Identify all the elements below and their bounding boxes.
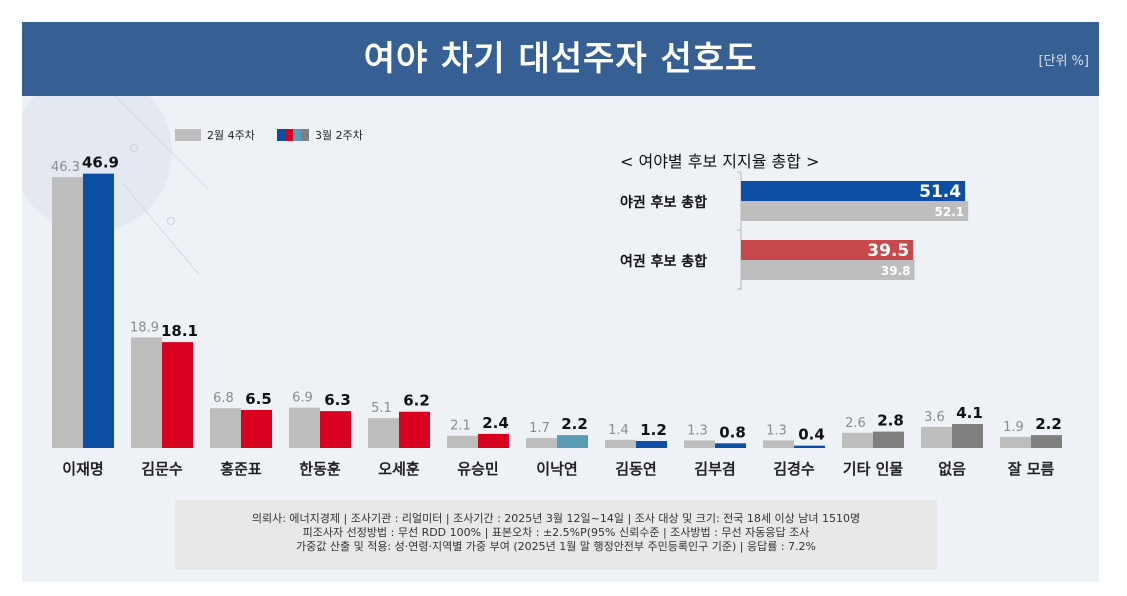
inset-bar-prev-1	[741, 260, 915, 280]
bar-curr-8	[715, 443, 746, 448]
label-prev-0: 46.3	[51, 160, 80, 175]
legend-swatch-prev	[175, 129, 201, 141]
inset-bar-curr-0	[741, 181, 966, 201]
bar-curr-6	[557, 435, 588, 448]
bar-curr-9	[794, 445, 825, 448]
inset-category-opposition: 야권 후보 총합	[620, 195, 708, 211]
legend-item-curr: 3월 2주차	[277, 127, 363, 143]
label-prev-11: 3.6	[924, 410, 945, 425]
category-label-2: 홍준표	[220, 460, 262, 478]
category-label-9: 김경수	[773, 460, 815, 478]
bar-prev-1	[131, 337, 162, 448]
bar-prev-7	[605, 439, 636, 448]
bar-curr-7	[636, 440, 667, 448]
category-label-0: 이재명	[62, 460, 103, 478]
bar-prev-6	[526, 438, 557, 448]
category-label-1: 김문수	[141, 460, 183, 478]
label-prev-3: 6.9	[292, 391, 313, 406]
label-curr-7: 1.2	[640, 421, 667, 439]
inset-bar-prev-0	[741, 201, 969, 221]
category-label-12: 잘 모름	[1008, 460, 1055, 478]
legend-label-curr: 3월 2주차	[315, 129, 363, 142]
label-curr-0: 46.9	[82, 154, 119, 172]
page-title: 여야 차기 대선주자 선호도	[363, 39, 758, 79]
category-label-8: 김부겸	[694, 460, 735, 478]
bar-curr-1	[162, 342, 193, 448]
decorative-dot	[130, 144, 138, 152]
label-prev-6: 1.7	[529, 421, 550, 436]
label-prev-4: 5.1	[371, 401, 392, 416]
label-curr-11: 4.1	[956, 404, 983, 422]
inset-label-curr-0: 51.4	[919, 182, 961, 202]
category-label-5: 유승민	[457, 460, 498, 478]
category-label-7: 김동연	[615, 460, 656, 478]
label-prev-9: 1.3	[766, 423, 787, 438]
bar-prev-10	[842, 432, 873, 448]
bar-prev-3	[289, 407, 320, 448]
label-curr-4: 6.2	[403, 392, 430, 410]
inset-title: < 여야별 후보 지지율 총합 >	[620, 152, 820, 171]
decorative-dot	[167, 217, 175, 225]
bar-prev-5	[447, 435, 478, 448]
label-curr-9: 0.4	[798, 426, 825, 444]
bar-prev-9	[763, 440, 794, 448]
label-curr-6: 2.2	[561, 415, 588, 433]
bar-prev-12	[1000, 436, 1031, 448]
bar-prev-4	[368, 418, 399, 448]
footnote-line-2: 피조사자 선정방법 : 무선 RDD 100% | 표본오차 : ±2.5%P(…	[302, 526, 810, 539]
category-label-10: 기타 인물	[843, 460, 904, 478]
label-curr-1: 18.1	[161, 322, 198, 340]
bar-prev-2	[210, 408, 241, 448]
category-label-3: 한동훈	[299, 460, 341, 478]
survey-footnote: 의뢰사: 에너지경제 | 조사기관 : 리얼미터 | 조사기간 : 2025년 …	[175, 500, 937, 570]
inset-bar-curr-1	[741, 240, 914, 260]
header-bar: 여야 차기 대선주자 선호도 [단위 %]	[22, 22, 1099, 96]
bar-curr-10	[873, 431, 904, 448]
inset-label-prev-0: 52.1	[935, 205, 965, 219]
label-curr-12: 2.2	[1035, 415, 1062, 433]
label-curr-3: 6.3	[324, 391, 351, 409]
legend-label-prev: 2월 4주차	[207, 129, 255, 142]
bar-prev-11	[921, 426, 952, 448]
footnote-line-1: 의뢰사: 에너지경제 | 조사기관 : 리얼미터 | 조사기간 : 2025년 …	[251, 512, 861, 525]
category-label-6: 이낙연	[536, 460, 577, 478]
chart-panel	[22, 22, 1099, 582]
label-prev-7: 1.4	[608, 423, 629, 438]
inset-label-curr-1: 39.5	[867, 241, 909, 261]
label-curr-2: 6.5	[245, 390, 272, 408]
bar-curr-5	[478, 433, 509, 448]
bar-prev-8	[684, 440, 715, 448]
label-curr-10: 2.8	[877, 412, 904, 430]
bar-curr-11	[952, 424, 983, 448]
category-label-11: 없음	[938, 460, 966, 478]
label-prev-12: 1.9	[1003, 420, 1024, 435]
label-prev-1: 18.9	[130, 320, 159, 335]
label-curr-8: 0.8	[719, 423, 746, 441]
label-prev-8: 1.3	[687, 423, 708, 438]
bar-prev-0	[52, 177, 83, 448]
bar-curr-2	[241, 409, 272, 448]
inset-category-ruling: 여권 후보 총합	[620, 254, 708, 270]
unit-label: [단위 %]	[1038, 54, 1089, 69]
bar-curr-3	[320, 411, 351, 448]
label-prev-2: 6.8	[213, 391, 234, 406]
inset-label-prev-1: 39.8	[881, 264, 911, 278]
label-prev-10: 2.6	[845, 416, 866, 431]
label-prev-5: 2.1	[450, 419, 471, 434]
bar-curr-12	[1031, 435, 1062, 448]
label-curr-5: 2.4	[482, 414, 509, 432]
legend-item-prev: 2월 4주차	[175, 127, 255, 143]
bar-curr-0	[83, 173, 114, 448]
bar-curr-4	[399, 411, 430, 448]
category-label-4: 오세훈	[378, 460, 420, 478]
legend-swatch-curr	[277, 129, 309, 141]
footnote-line-3: 가중값 산출 및 적용: 성·연령·지역별 가중 부여 (2025년 1월 말 …	[295, 540, 816, 553]
